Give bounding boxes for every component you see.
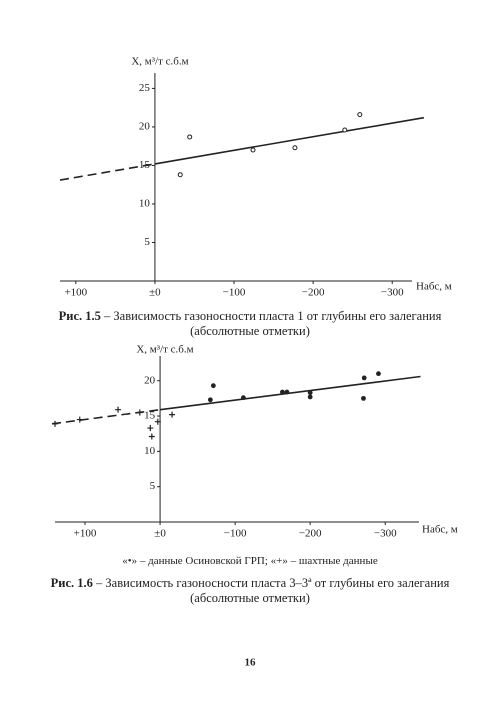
point [307,394,313,400]
point [361,375,367,381]
y-tick-label: 15 [144,410,156,422]
x-tick-label: ±0 [154,528,166,540]
legend-symbol: «•» – [122,555,146,567]
point [148,433,155,440]
point [147,425,154,432]
point [169,411,176,418]
point [154,418,161,425]
point [357,112,363,118]
caption-line2: (абсолютные отметки) [190,591,310,605]
legend-label: данные Осиновской ГРП [148,555,265,567]
y-tick-label: 5 [150,480,156,492]
point [240,395,246,401]
x-tick-label: −100 [224,528,247,540]
legend-symbol: «+» – [271,555,297,567]
y-tick-label: 10 [144,445,156,457]
y-tick-label: 10 [139,197,151,209]
point [284,389,290,395]
trend-line [154,116,425,165]
point [210,383,216,389]
caption-line2: (абсолютные отметки) [190,324,310,338]
point [136,409,143,416]
caption-label: Рис. 1.5 [59,309,101,323]
trend-line [159,375,421,411]
y-axis-label: X, м³/т с.б.м [131,56,188,68]
x-tick-label: −200 [302,287,325,299]
x-tick-label: +100 [64,287,87,299]
y-tick-label: 5 [144,236,150,248]
point [207,397,213,403]
caption-text: – Зависимость газоносности пласта 3–3ª о… [95,576,450,590]
point [76,416,83,423]
point [52,420,58,427]
point [177,172,183,178]
point [280,389,285,395]
point [250,147,256,153]
point [376,371,381,377]
y-tick-label: 20 [144,374,156,386]
caption-2: Рис. 1.6 – Зависимость газоносности плас… [51,576,450,590]
legend: «•» – данные Осиновской ГРП; «+» – шахтн… [122,555,378,567]
legend-separator: ; [265,555,268,567]
x-tick-label: −200 [299,528,322,540]
y-tick-label: 20 [139,120,151,132]
page-number: 16 [245,657,257,669]
x-tick-label: +100 [74,528,97,540]
x-axis-label: Hабс, м [422,524,458,536]
point [361,395,366,401]
trend-extrapolation [59,163,156,181]
point [292,145,298,151]
caption-text: – Зависимость газоносности пласта 1 от г… [103,309,442,323]
x-tick-label: ±0 [149,287,161,299]
x-tick-label: −300 [381,287,404,299]
caption-1: Рис. 1.5 – Зависимость газоносности плас… [59,309,442,323]
y-axis-label: X, м³/т с.б.м [136,344,193,356]
x-tick-label: −300 [374,528,397,540]
legend-label: шахтные данные [299,555,378,567]
point [342,127,348,133]
point [187,134,193,140]
x-tick-label: −100 [223,287,246,299]
point [115,406,122,413]
y-tick-label: 25 [139,82,151,94]
point [307,390,313,396]
caption-label: Рис. 1.6 [51,576,93,590]
x-axis-label: Hабс, м [416,281,452,293]
